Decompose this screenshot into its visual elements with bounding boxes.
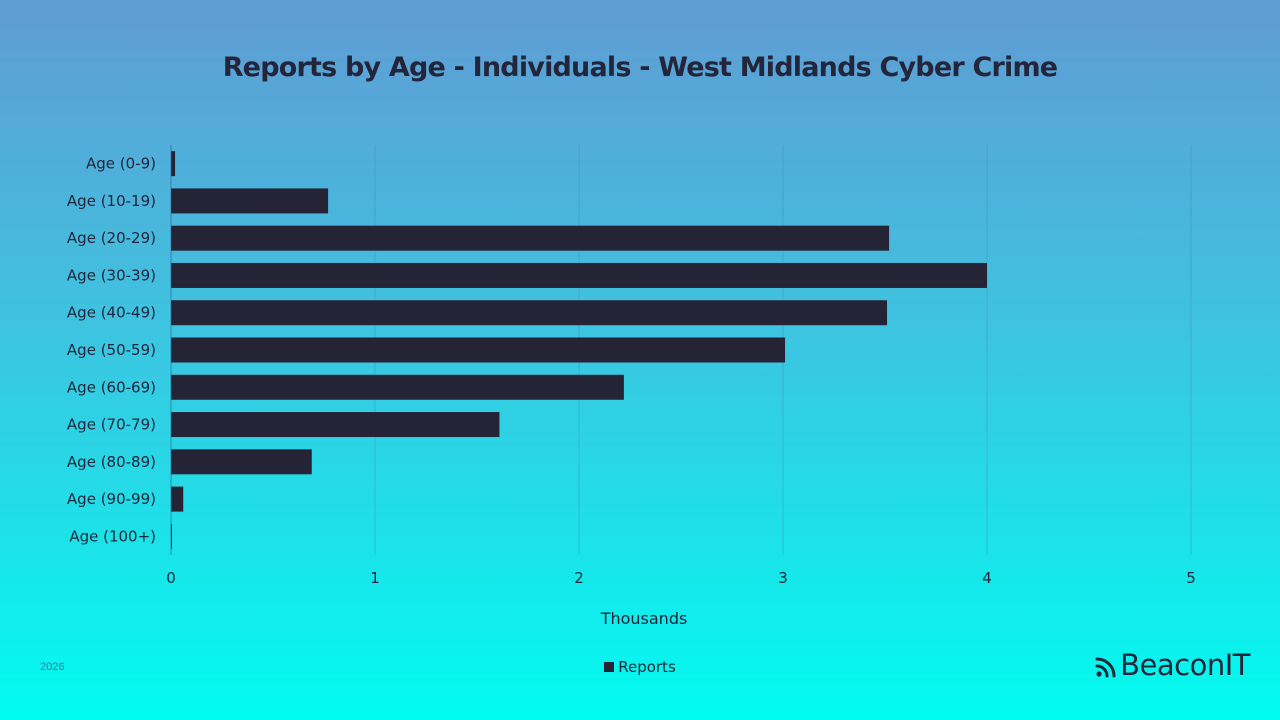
year-label: 2026: [40, 661, 65, 673]
category-label: Age (50-59): [67, 341, 156, 359]
legend-swatch: [604, 662, 615, 672]
x-tick-label: 3: [778, 569, 788, 587]
bar: [171, 262, 987, 288]
legend: Reports: [0, 658, 1280, 676]
category-label: Age (10-19): [67, 192, 156, 210]
bar: [171, 486, 184, 512]
category-labels: Age (0-9) Age (10-19) Age (20-29) Age (30-3…: [67, 155, 156, 546]
category-label: Age (80-89): [67, 453, 156, 471]
bar: [171, 188, 329, 214]
chart-title: Reports by Age - Individuals - West Midl…: [222, 52, 1058, 83]
category-label: Age (100+): [69, 527, 156, 545]
category-label: Age (0-9): [86, 155, 156, 173]
bar: [171, 449, 312, 475]
category-label: Age (40-49): [67, 304, 156, 322]
x-tick-label: 2: [574, 569, 584, 587]
x-tick-label: 4: [982, 569, 992, 587]
bar: [171, 300, 888, 326]
x-tick-labels: 0 1 2 3 4 5: [166, 569, 1196, 587]
bar: [171, 225, 890, 251]
x-tick-label: 5: [1186, 569, 1196, 587]
x-tick-label: 0: [166, 569, 176, 587]
rss-icon: [1095, 657, 1116, 678]
x-tick-label: 1: [370, 569, 380, 587]
brand-logo: BeaconIT: [1094, 648, 1250, 682]
category-label: Age (90-99): [67, 490, 156, 508]
category-label: Age (70-79): [67, 416, 156, 434]
category-label: Age (20-29): [67, 229, 156, 247]
brand-name: BeaconIT: [1120, 648, 1250, 682]
bar: [171, 374, 624, 400]
legend-label: Reports: [618, 658, 676, 676]
bar: [171, 337, 786, 363]
bar: [171, 151, 176, 177]
category-label: Age (60-69): [67, 378, 156, 396]
category-label: Age (30-39): [67, 266, 156, 284]
bar: [171, 523, 173, 549]
x-axis-label: Thousands: [600, 609, 688, 628]
bars: [171, 151, 987, 549]
bar: [171, 412, 500, 438]
